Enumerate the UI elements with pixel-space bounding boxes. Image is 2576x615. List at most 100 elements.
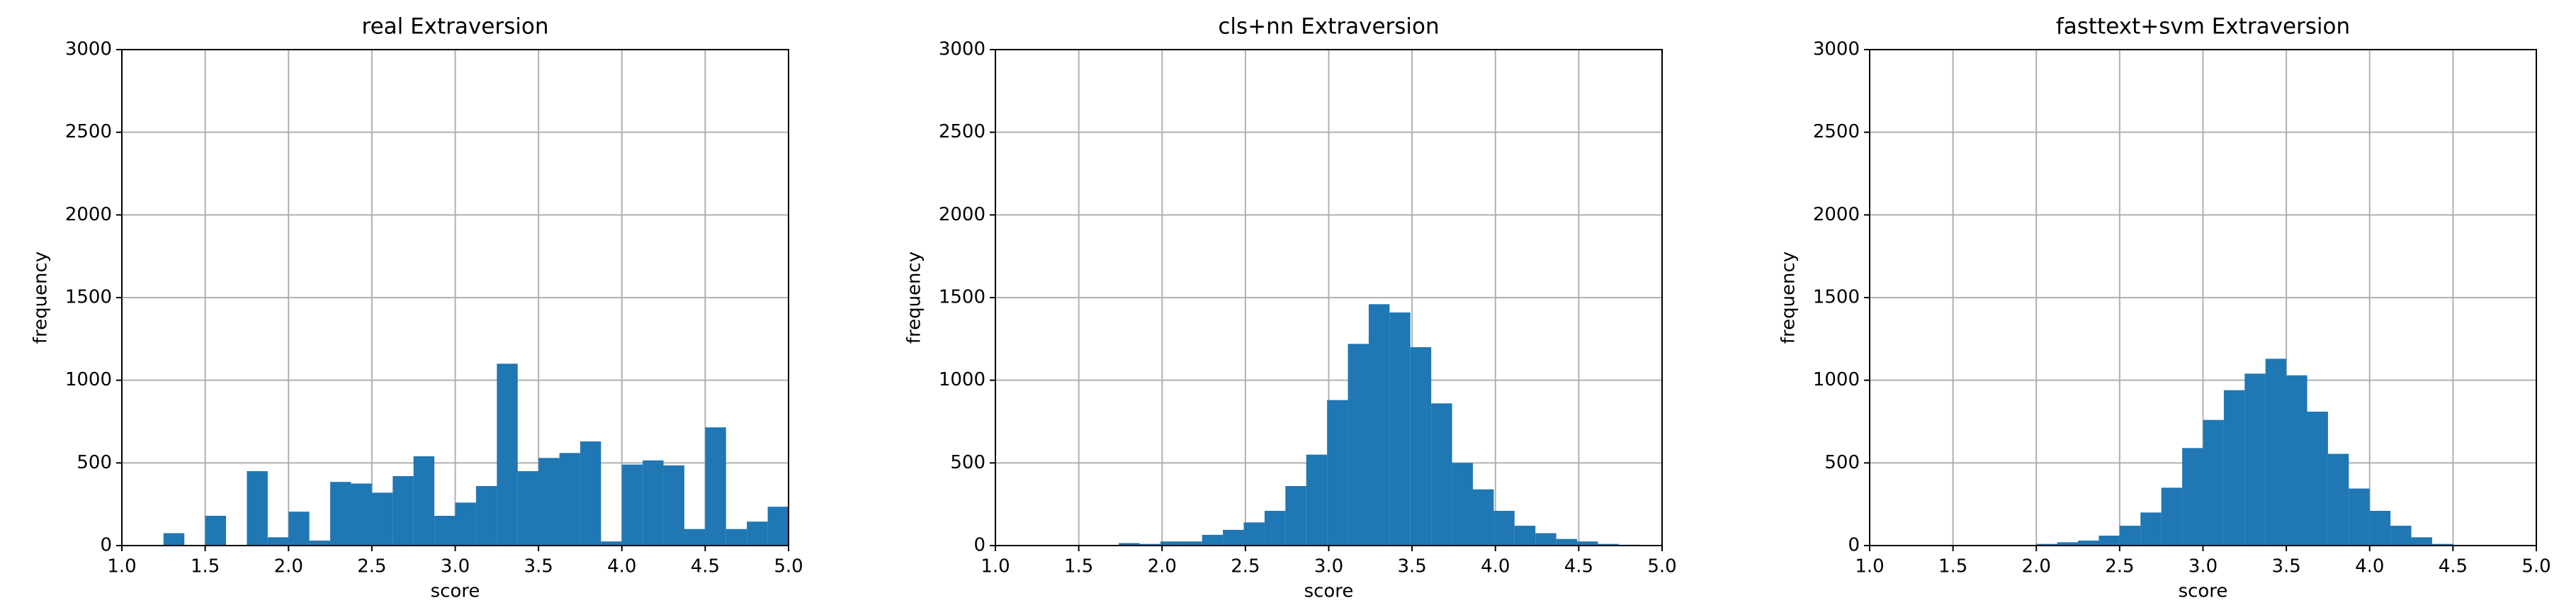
chart-title: cls+nn Extraversion [1218, 14, 1439, 40]
bar [1577, 541, 1598, 546]
x-tick-label: 1.0 [107, 556, 136, 577]
bar [2119, 526, 2141, 546]
bar [163, 533, 185, 546]
x-tick-label: 2.5 [1231, 556, 1260, 577]
bar [330, 482, 351, 546]
bar [1223, 529, 1244, 546]
bar [2140, 512, 2162, 546]
bar [1139, 543, 1160, 546]
y-tick-label: 1000 [65, 369, 112, 390]
x-axis-label: score [431, 581, 480, 602]
bar [1306, 454, 1328, 546]
bar [2098, 536, 2120, 546]
y-axis-label: frequency [1778, 252, 1800, 344]
bar [1389, 312, 1411, 546]
bar [725, 529, 747, 546]
y-tick-label: 0 [1848, 535, 1860, 556]
x-tick-label: 2.0 [274, 556, 303, 577]
y-tick-label: 3000 [939, 39, 985, 60]
bar [643, 460, 664, 546]
y-tick-label: 2500 [939, 121, 985, 142]
y-tick-label: 2000 [1813, 204, 1860, 225]
x-tick-label: 5.0 [774, 556, 803, 577]
y-tick-label: 0 [100, 535, 112, 556]
bar [538, 458, 560, 546]
chart-title: fasttext+svm Extraversion [2056, 14, 2350, 40]
bar [684, 529, 706, 546]
bar [413, 456, 435, 546]
x-tick-label: 3.5 [524, 556, 553, 577]
x-tick-label: 3.5 [1397, 556, 1426, 577]
y-tick-label: 500 [77, 452, 112, 473]
x-tick-label: 3.5 [2271, 556, 2300, 577]
bar [434, 516, 456, 546]
bar [2431, 543, 2453, 546]
x-tick-label: 3.0 [2188, 556, 2218, 577]
bar [621, 464, 643, 546]
bar [663, 465, 684, 546]
bar [371, 492, 393, 546]
x-tick-label: 2.5 [357, 556, 386, 577]
bar [247, 471, 268, 546]
y-tick-label: 2000 [939, 204, 985, 225]
y-tick-label: 2000 [65, 204, 112, 225]
bar [747, 521, 768, 546]
bar [1327, 400, 1348, 546]
bar [2244, 373, 2266, 546]
bar [2161, 487, 2183, 546]
bar [1160, 541, 1182, 546]
bar [288, 512, 310, 546]
bar [2203, 419, 2224, 546]
bar [205, 516, 227, 546]
x-axis-label: score [2179, 581, 2228, 602]
x-tick-label: 5.0 [2521, 556, 2550, 577]
bar [2307, 412, 2328, 546]
x-tick-label: 1.0 [1855, 556, 1884, 577]
bar [2036, 543, 2057, 546]
y-tick-label: 2500 [1813, 121, 1860, 142]
bar [1431, 403, 1452, 546]
bar [1472, 489, 1494, 546]
y-tick-label: 3000 [1813, 39, 1860, 60]
bar [705, 427, 726, 546]
y-tick-label: 500 [950, 452, 985, 473]
x-tick-label: 2.0 [2022, 556, 2051, 577]
bar [497, 363, 518, 546]
bar [2411, 537, 2432, 546]
x-tick-label: 4.0 [607, 556, 636, 577]
plot-frame [1869, 49, 2537, 546]
y-axis-label: frequency [30, 252, 52, 344]
y-tick-label: 1000 [939, 369, 985, 390]
x-tick-label: 4.5 [691, 556, 720, 577]
bar [2369, 511, 2391, 546]
bar [2349, 488, 2370, 546]
x-tick-label: 4.0 [2355, 556, 2384, 577]
y-tick-label: 1500 [939, 287, 985, 308]
y-tick-label: 1500 [65, 287, 112, 308]
x-tick-label: 1.5 [1064, 556, 1093, 577]
plot-frame [995, 49, 1663, 546]
x-tick-label: 2.5 [2105, 556, 2134, 577]
bar [2182, 448, 2203, 546]
bar [1556, 538, 1578, 546]
x-tick-label: 4.5 [1564, 556, 1593, 577]
x-tick-label: 3.0 [441, 556, 470, 577]
bar [475, 486, 497, 546]
bar [767, 507, 789, 546]
bar [267, 537, 289, 546]
bar [2057, 542, 2079, 546]
bar [1452, 463, 1473, 546]
bar [2390, 526, 2412, 546]
bar [2078, 541, 2099, 546]
bar [455, 502, 476, 546]
bar [2265, 359, 2287, 546]
y-tick-label: 0 [973, 535, 985, 556]
y-tick-label: 2500 [65, 121, 112, 142]
bar [1514, 526, 1536, 546]
x-tick-label: 4.5 [2439, 556, 2468, 577]
bar [1348, 344, 1369, 546]
bar [2327, 453, 2349, 546]
bar [2223, 390, 2245, 546]
bar [601, 541, 622, 546]
bar [1535, 533, 1557, 546]
